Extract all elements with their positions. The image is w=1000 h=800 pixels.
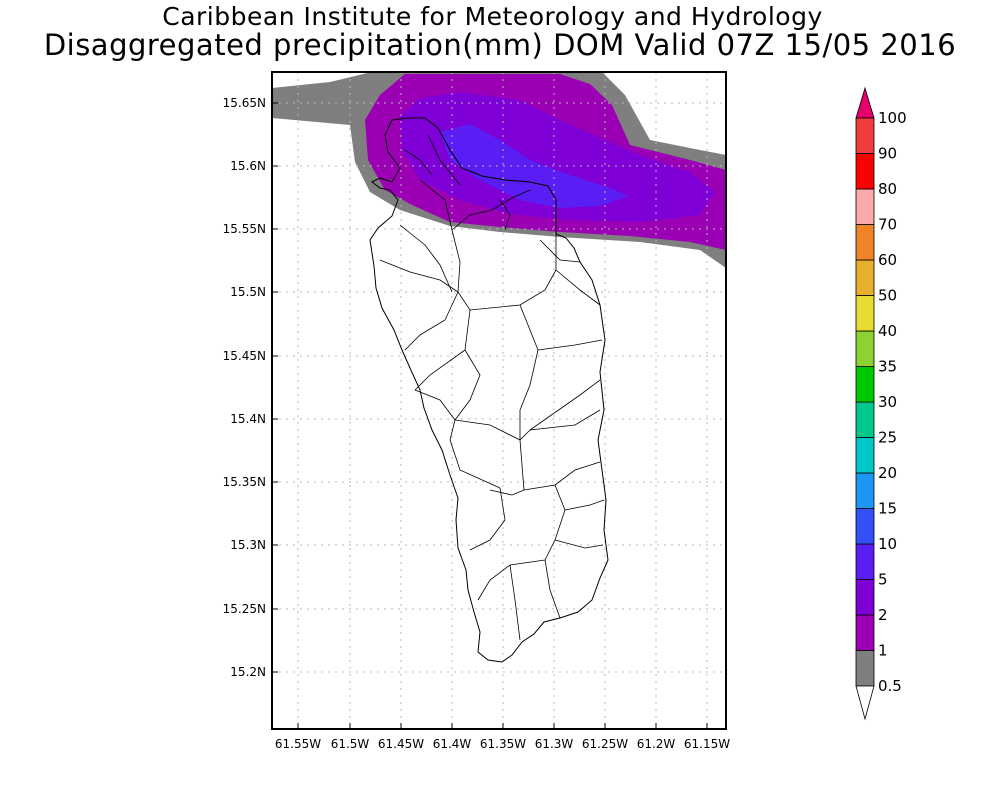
colorbar-level-label: 5 — [878, 571, 888, 589]
colorbar-level-label: 60 — [878, 251, 897, 269]
colorbar-level-label: 15 — [878, 500, 897, 518]
lat-label: 15.25N — [223, 602, 266, 616]
watershed-lines — [379, 134, 605, 641]
colorbar-level-label: 0.5 — [878, 677, 902, 695]
lon-label: 61.5W — [331, 737, 370, 751]
colorbar-box — [855, 295, 875, 332]
colorbar-level-label: 1 — [878, 642, 888, 660]
lon-label: 61.4W — [433, 737, 472, 751]
colorbar-level-label: 40 — [878, 322, 897, 340]
colorbar-level-label: 70 — [878, 216, 897, 234]
colorbar-top-arrow — [855, 86, 875, 119]
lat-label: 15.2N — [230, 665, 266, 679]
colorbar-level-label: 30 — [878, 393, 897, 411]
colorbar-box — [855, 330, 875, 367]
colorbar-level-label: 20 — [878, 464, 897, 482]
colorbar-box — [855, 579, 875, 616]
lon-label: 61.35W — [480, 737, 526, 751]
colorbar-box — [855, 508, 875, 545]
map-area — [272, 72, 726, 729]
lon-label: 61.3W — [535, 737, 574, 751]
lat-label: 15.4N — [230, 412, 266, 426]
colorbar-box — [855, 117, 875, 154]
lat-label: 15.35N — [223, 475, 266, 489]
map-frame — [271, 71, 727, 730]
colorbar-level-label: 10 — [878, 535, 897, 553]
lon-label: 61.25W — [582, 737, 628, 751]
island-outline — [369, 117, 609, 663]
colorbar-box — [855, 224, 875, 261]
colorbar-level-label: 80 — [878, 180, 897, 198]
lat-label: 15.65N — [223, 96, 266, 110]
lon-label: 61.55W — [275, 737, 321, 751]
colorbar-box — [855, 472, 875, 509]
colorbar-box — [855, 437, 875, 474]
colorbar-level-label: 100 — [878, 109, 907, 127]
lon-label: 61.2W — [637, 737, 676, 751]
title-line1: Caribbean Institute for Meteorology and … — [162, 2, 823, 31]
title-line2: Disaggregated precipitation(mm) DOM Vali… — [43, 28, 957, 62]
colorbar-level-label: 25 — [878, 429, 897, 447]
lat-label: 15.55N — [223, 222, 266, 236]
colorbar-bottom-arrow — [855, 685, 875, 721]
lat-label: 15.45N — [223, 349, 266, 363]
axis-ticks — [272, 102, 708, 729]
precip-band-5 — [440, 124, 628, 208]
colorbar-box — [855, 401, 875, 438]
colorbar-level-label: 90 — [878, 145, 897, 163]
colorbar-box — [855, 614, 875, 651]
colorbar-level-label: 50 — [878, 287, 897, 305]
colorbar-box — [855, 650, 875, 687]
lat-label: 15.6N — [230, 159, 266, 173]
lon-label: 61.45W — [378, 737, 424, 751]
precip-band-2 — [400, 92, 715, 222]
colorbar-box — [855, 188, 875, 225]
colorbar-box — [855, 153, 875, 190]
colorbar-level-label: 2 — [878, 606, 888, 624]
colorbar-box — [855, 366, 875, 403]
lat-label: 15.3N — [230, 538, 266, 552]
lon-label: 61.15W — [684, 737, 730, 751]
colorbar-box — [855, 259, 875, 296]
colorbar-level-label: 35 — [878, 358, 897, 376]
lat-label: 15.5N — [230, 285, 266, 299]
colorbar-box — [855, 543, 875, 580]
